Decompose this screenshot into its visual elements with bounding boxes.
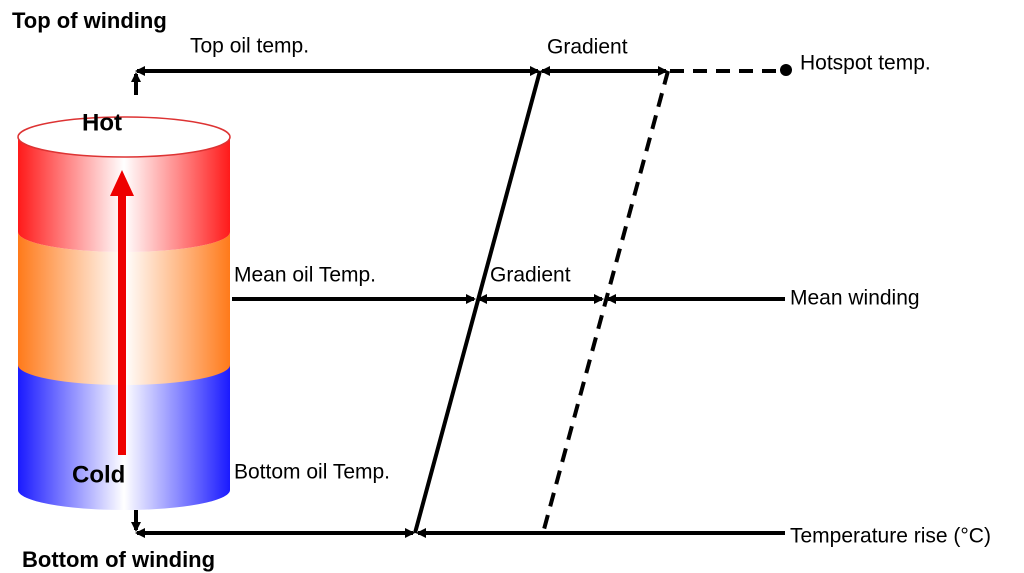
- label: Mean oil Temp.: [234, 264, 376, 287]
- diagram: Top of winding Top oil temp. Gradient Ho…: [0, 0, 1024, 573]
- label: Gradient: [547, 36, 628, 59]
- label: Hot: [82, 109, 122, 136]
- label: Bottom of winding: [22, 547, 215, 572]
- label: Top of winding: [12, 8, 167, 33]
- label: Top oil temp.: [190, 35, 309, 58]
- cylinder: [18, 117, 230, 510]
- label: Hotspot temp.: [800, 52, 931, 75]
- label: Temperature rise (°C): [790, 525, 991, 548]
- label: Gradient: [490, 264, 571, 287]
- label: Mean winding: [790, 287, 920, 310]
- label: Cold: [72, 461, 125, 488]
- page: {"labels": { "top_of_winding": "Top of w…: [0, 0, 1024, 573]
- label: Bottom oil Temp.: [234, 461, 390, 484]
